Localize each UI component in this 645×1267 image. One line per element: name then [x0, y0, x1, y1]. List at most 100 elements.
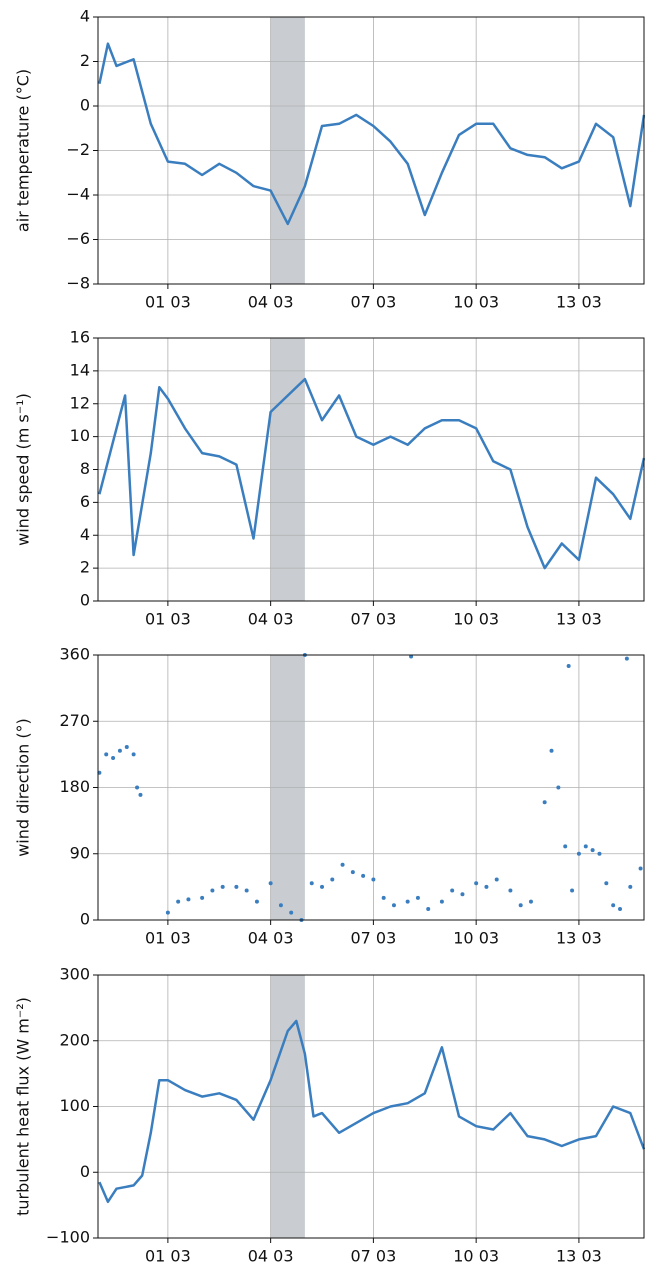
x-tick-label: 10 03	[453, 293, 499, 312]
y-axis-label: wind direction (°)	[14, 718, 33, 857]
y-tick-label: 180	[59, 777, 90, 796]
x-tick-label: 07 03	[350, 1247, 396, 1266]
y-axis-label: turbulent heat flux (W m⁻²)	[14, 997, 33, 1216]
data-point	[415, 895, 420, 900]
y-tick-label: −8	[66, 274, 90, 293]
data-point	[542, 800, 547, 805]
data-line	[98, 1019, 645, 1204]
y-tick-label: 6	[80, 492, 90, 511]
data-point	[176, 899, 181, 904]
data-point	[320, 884, 325, 889]
x-tick-label: 04 03	[248, 1247, 294, 1266]
data-point	[474, 881, 479, 886]
x-tick-label: 01 03	[145, 929, 191, 948]
x-tick-label: 07 03	[350, 929, 396, 948]
x-tick-label: 10 03	[453, 929, 499, 948]
x-tick-label: 13 03	[556, 610, 602, 629]
data-point	[330, 877, 335, 882]
data-point	[210, 888, 215, 893]
data-point	[590, 848, 595, 853]
data-point	[618, 906, 623, 911]
y-axis-label: wind speed (m s⁻¹)	[14, 393, 33, 546]
data-point	[220, 884, 225, 889]
x-tick-label: 13 03	[556, 929, 602, 948]
plot-frame	[97, 16, 645, 285]
plot-frame	[97, 337, 645, 602]
data-point	[244, 888, 249, 893]
y-tick-label: 360	[59, 645, 90, 664]
data-point	[460, 892, 465, 897]
y-tick-label: 300	[59, 965, 90, 984]
x-tick-label: 01 03	[145, 293, 191, 312]
data-point	[186, 897, 191, 902]
data-point	[131, 752, 136, 757]
data-point	[611, 903, 616, 908]
data-point	[426, 906, 431, 911]
data-point	[528, 899, 533, 904]
y-tick-label: 8	[80, 459, 90, 478]
data-point	[604, 881, 609, 886]
data-point	[361, 873, 366, 878]
y-tick-label: 270	[59, 711, 90, 730]
data-point	[138, 792, 143, 797]
data-point	[111, 756, 116, 761]
plot-frame	[97, 654, 645, 921]
data-point	[570, 888, 575, 893]
x-tick-label: 04 03	[248, 610, 294, 629]
data-point	[104, 752, 109, 757]
data-point	[484, 884, 489, 889]
data-point	[518, 903, 523, 908]
y-tick-label: 0	[80, 910, 90, 929]
data-point	[268, 881, 273, 886]
data-point	[576, 851, 581, 856]
x-tick-label: 01 03	[145, 1247, 191, 1266]
y-tick-label: 0	[80, 96, 90, 115]
data-point	[340, 862, 345, 867]
data-point	[494, 877, 499, 882]
data-point	[234, 884, 239, 889]
data-point	[391, 903, 396, 908]
data-point	[439, 899, 444, 904]
y-tick-label: −4	[66, 185, 90, 204]
data-point	[628, 884, 633, 889]
x-tick-label: 10 03	[453, 1247, 499, 1266]
y-tick-label: −6	[66, 229, 90, 248]
data-point	[117, 748, 122, 753]
x-tick-label: 13 03	[556, 1247, 602, 1266]
data-point	[624, 656, 629, 661]
data-point	[556, 785, 561, 790]
y-tick-label: −2	[66, 140, 90, 159]
x-tick-label: 04 03	[248, 293, 294, 312]
y-tick-label: −100	[46, 1228, 90, 1247]
y-tick-label: 200	[59, 1030, 90, 1049]
y-tick-label: 4	[80, 7, 90, 26]
data-point	[254, 899, 259, 904]
data-line	[98, 377, 645, 570]
data-point	[508, 888, 513, 893]
data-point	[597, 851, 602, 856]
y-tick-label: 16	[70, 328, 90, 347]
data-point	[289, 910, 294, 915]
y-tick-label: 10	[70, 426, 90, 445]
y-tick-label: 0	[80, 591, 90, 610]
plot-frame	[97, 974, 645, 1239]
data-point	[549, 748, 554, 753]
x-tick-label: 13 03	[556, 293, 602, 312]
data-point	[165, 910, 170, 915]
data-line	[98, 42, 645, 226]
x-tick-label: 01 03	[145, 610, 191, 629]
data-point	[450, 888, 455, 893]
data-point	[200, 895, 205, 900]
y-tick-label: 4	[80, 525, 90, 544]
y-tick-label: 12	[70, 393, 90, 412]
data-point	[371, 877, 376, 882]
y-tick-label: 14	[70, 360, 90, 379]
data-point	[381, 895, 386, 900]
data-point	[563, 844, 568, 849]
data-point	[638, 866, 643, 871]
x-tick-label: 07 03	[350, 610, 396, 629]
data-point	[583, 844, 588, 849]
y-axis-label: air temperature (°C)	[14, 69, 33, 232]
